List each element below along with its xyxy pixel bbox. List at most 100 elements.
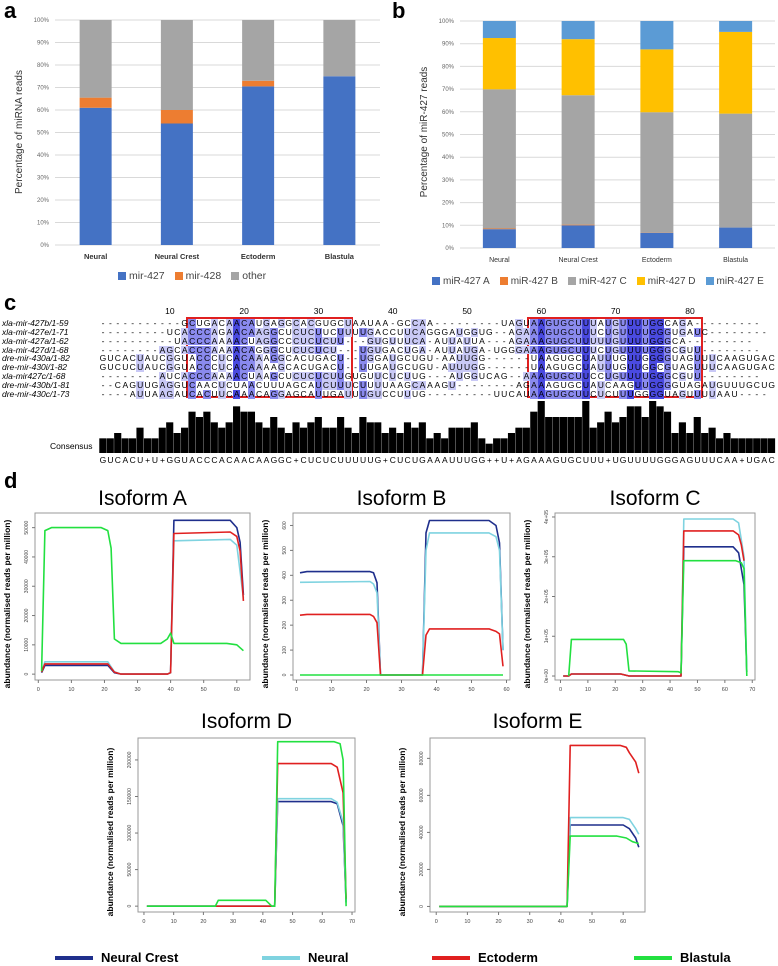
residue: U bbox=[634, 335, 642, 346]
residue: G bbox=[277, 353, 286, 364]
consensus-residue: + bbox=[509, 455, 515, 465]
residue: A bbox=[672, 388, 678, 399]
residue: - bbox=[740, 335, 744, 346]
residue: U bbox=[626, 371, 635, 382]
residue: U bbox=[359, 353, 367, 364]
consensus-residue: A bbox=[538, 455, 545, 465]
consensus-bar bbox=[767, 438, 776, 453]
residue: - bbox=[131, 371, 135, 382]
consensus-bar bbox=[114, 433, 122, 453]
residue: G bbox=[173, 362, 181, 373]
panel-label-d: d bbox=[4, 468, 18, 493]
residue: A bbox=[597, 318, 604, 328]
residue: U bbox=[686, 344, 694, 355]
residue: - bbox=[146, 318, 149, 328]
residue: A bbox=[508, 326, 515, 337]
residue: G bbox=[426, 326, 434, 337]
residue: G bbox=[419, 388, 426, 399]
residue: G bbox=[627, 379, 634, 390]
residue: U bbox=[397, 335, 404, 346]
residue: U bbox=[322, 318, 329, 328]
x-tick-label: 20 bbox=[495, 919, 501, 925]
x-tick-label: 10 bbox=[68, 687, 74, 693]
legend-item: mir-427 bbox=[118, 270, 165, 282]
residue: G bbox=[663, 353, 672, 364]
residue: U bbox=[634, 344, 642, 355]
residue: A bbox=[263, 362, 270, 373]
consensus-bar bbox=[166, 422, 174, 453]
bar-segment-other bbox=[242, 20, 275, 81]
residue: U bbox=[181, 388, 188, 399]
residue: U bbox=[708, 353, 716, 364]
residue: - bbox=[168, 318, 172, 328]
series-line-neural-crest bbox=[439, 824, 640, 908]
y-tick-label: 0 bbox=[419, 905, 425, 908]
legend-label: miR-427 C bbox=[578, 276, 627, 287]
y-tick-label: 0 bbox=[24, 673, 30, 676]
residue: U bbox=[672, 353, 679, 364]
consensus-residue: U bbox=[322, 455, 329, 465]
residue: G bbox=[470, 371, 479, 382]
residue: U bbox=[352, 326, 359, 337]
residue: - bbox=[740, 371, 744, 382]
residue: U bbox=[359, 362, 367, 373]
consensus-residue: U bbox=[634, 455, 642, 465]
residue: U bbox=[604, 362, 612, 373]
residue: U bbox=[626, 344, 635, 355]
residue: U bbox=[582, 353, 590, 364]
consensus-residue: G bbox=[686, 455, 694, 465]
residue: U bbox=[307, 362, 315, 373]
residue: G bbox=[716, 379, 723, 390]
residue: U bbox=[441, 344, 448, 355]
residue: C bbox=[218, 318, 225, 328]
residue: - bbox=[354, 344, 358, 355]
residue: G bbox=[559, 318, 568, 328]
residue: - bbox=[510, 353, 514, 364]
residue: U bbox=[589, 318, 598, 328]
consensus-bar bbox=[686, 433, 694, 453]
residue: - bbox=[161, 335, 164, 346]
residue: - bbox=[123, 344, 127, 355]
residue: U bbox=[426, 353, 433, 364]
residue: G bbox=[619, 353, 627, 364]
x-tick-label: 50 bbox=[201, 687, 207, 693]
residue: U bbox=[374, 388, 382, 399]
residue: C bbox=[382, 371, 389, 382]
residue: G bbox=[515, 335, 523, 346]
consensus-residue: + bbox=[382, 455, 388, 465]
residue: G bbox=[463, 371, 471, 382]
residue: U bbox=[597, 388, 605, 399]
residue: - bbox=[762, 326, 766, 337]
residue: C bbox=[255, 388, 263, 399]
residue: A bbox=[233, 362, 241, 373]
residue: A bbox=[255, 362, 263, 373]
consensus-bar bbox=[106, 438, 114, 453]
residue: C bbox=[203, 371, 211, 382]
consensus-bar bbox=[203, 411, 211, 453]
residue: C bbox=[226, 353, 233, 364]
residue: C bbox=[701, 326, 708, 337]
residue: C bbox=[300, 379, 307, 390]
consensus-residue: G bbox=[671, 455, 679, 465]
x-tick-label: 50 bbox=[589, 919, 595, 925]
residue: G bbox=[366, 388, 375, 399]
consensus-bar bbox=[262, 427, 270, 453]
x-tick-label: 50 bbox=[290, 919, 296, 925]
consensus-residue: A bbox=[545, 455, 552, 465]
bar-segment-other bbox=[79, 20, 112, 98]
residue: U bbox=[574, 371, 583, 382]
column-tick: 20 bbox=[239, 306, 249, 316]
residue: U bbox=[448, 344, 456, 355]
residue: U bbox=[582, 362, 590, 373]
residue: U bbox=[411, 371, 419, 382]
bar-segment-mir-427-e bbox=[482, 21, 516, 39]
series-line-neural-crest bbox=[146, 800, 347, 907]
residue: - bbox=[428, 344, 432, 355]
legend-item: miR-427 B bbox=[499, 276, 558, 287]
consensus-residue: U bbox=[367, 455, 374, 465]
residue: U bbox=[367, 362, 374, 373]
residue: C bbox=[404, 362, 411, 373]
residue: U bbox=[136, 379, 144, 390]
residue: U bbox=[314, 371, 323, 382]
residue: - bbox=[131, 335, 135, 346]
